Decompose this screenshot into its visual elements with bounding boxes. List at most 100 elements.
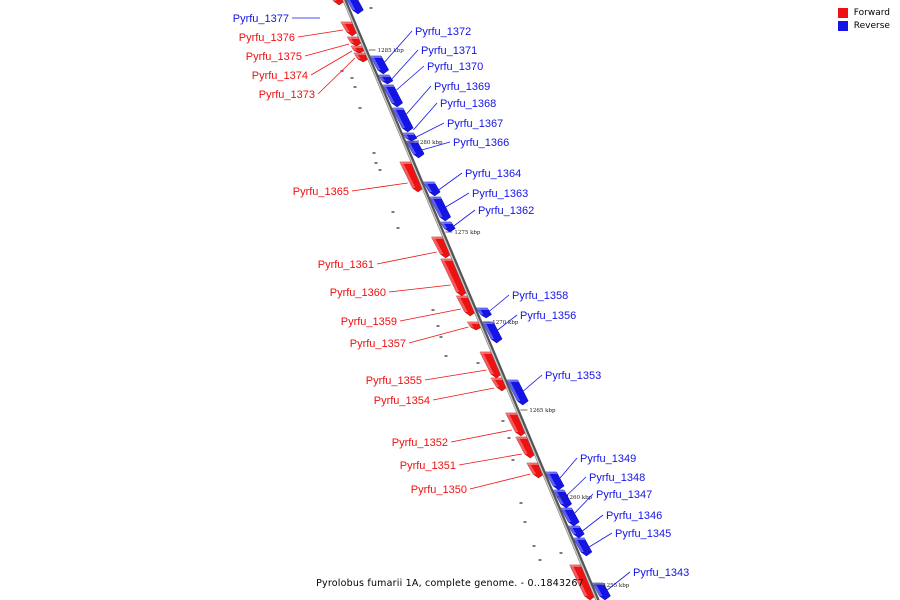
gene-label-reverse[interactable]: Pyrfu_1364 [438, 168, 522, 191]
gene-block-reverse [475, 307, 492, 319]
gene-block-reverse [346, 0, 364, 15]
gene-block-reverse [567, 525, 585, 539]
gene-label-forward[interactable]: Pyrfu_1374 [252, 50, 353, 82]
gene-label-reverse[interactable]: Pyrfu_1346 [582, 510, 662, 532]
svg-text:Pyrfu_1366: Pyrfu_1366 [453, 137, 509, 149]
gene-label-forward[interactable]: Pyrfu_1354 [374, 387, 495, 407]
svg-text:Pyrfu_1364: Pyrfu_1364 [465, 168, 521, 180]
svg-text:Pyrfu_1367: Pyrfu_1367 [447, 118, 503, 130]
gene-block-reverse [381, 84, 403, 108]
gene-label-reverse[interactable]: Pyrfu_1343 [607, 567, 689, 591]
gene-block-forward [466, 321, 483, 331]
svg-text:Pyrfu_1343: Pyrfu_1343 [633, 567, 689, 579]
svg-text:Pyrfu_1369: Pyrfu_1369 [434, 81, 490, 93]
gene-label-forward[interactable]: Pyrfu_1355 [366, 369, 487, 387]
gene-label-reverse[interactable]: Pyrfu_1356 [497, 310, 577, 331]
gene-block-reverse [377, 74, 394, 85]
gene-label-reverse[interactable]: Pyrfu_1358 [489, 290, 569, 312]
scale-tick-label: 1270 kbp [492, 320, 519, 326]
gene-block-reverse [402, 132, 418, 142]
gene-block-reverse [429, 196, 452, 222]
gene-label-forward[interactable]: Pyrfu_1373 [259, 57, 356, 101]
gene-label-reverse[interactable]: Pyrfu_1347 [574, 489, 652, 514]
svg-text:Pyrfu_1352: Pyrfu_1352 [392, 437, 448, 449]
scale-tick-label: 1285 kbp [378, 48, 405, 54]
gene-label-reverse[interactable]: Pyrfu_1348 [566, 472, 645, 496]
gene-block-forward [505, 412, 527, 437]
legend-reverse-label: Reverse [853, 21, 890, 31]
legend: Forward Reverse [837, 8, 890, 34]
tick-marks-layer [340, 7, 579, 581]
gene-block-forward [431, 236, 452, 259]
gene-label-forward[interactable]: Pyrfu_1350 [411, 473, 531, 496]
gene-label-reverse[interactable]: Pyrfu_1368 [413, 98, 496, 131]
gene-label-reverse[interactable]: Pyrfu_1349 [559, 453, 636, 479]
gene-label-reverse[interactable]: Pyrfu_1345 [588, 528, 671, 548]
svg-text:Pyrfu_1370: Pyrfu_1370 [427, 61, 483, 73]
gene-label-forward[interactable]: Pyrfu_1352 [392, 429, 512, 449]
gene-label-forward[interactable]: Pyrfu_1360 [330, 284, 451, 299]
gene-block-forward [440, 258, 468, 297]
svg-text:Pyrfu_1354: Pyrfu_1354 [374, 395, 430, 407]
scale-tick-label: 1275 kbp [454, 230, 481, 236]
gene-block-forward [346, 36, 363, 47]
svg-text:Pyrfu_1345: Pyrfu_1345 [615, 528, 671, 540]
gene-block-reverse [591, 582, 611, 600]
svg-text:Pyrfu_1348: Pyrfu_1348 [589, 472, 645, 484]
gene-label-reverse[interactable]: Pyrfu_1370 [396, 61, 483, 91]
gene-labels-layer: Pyrfu_1376 Pyrfu_1375 Pyrfu_1374 Pyrfu_1373… [233, 13, 689, 591]
svg-text:Pyrfu_1357: Pyrfu_1357 [350, 338, 406, 350]
svg-text:Pyrfu_1350: Pyrfu_1350 [411, 484, 467, 496]
gene-label-forward[interactable]: Pyrfu_1376 [239, 29, 344, 44]
gene-label-forward[interactable]: Pyrfu_1375 [246, 43, 350, 63]
svg-text:Pyrfu_1353: Pyrfu_1353 [545, 370, 601, 382]
gene-label-reverse[interactable]: Pyrfu_1353 [523, 370, 601, 392]
gene-label-forward[interactable]: Pyrfu_1361 [318, 251, 437, 271]
gene-label-reverse[interactable]: Pyrfu_1372 [384, 26, 472, 63]
gene-block-reverse [506, 379, 529, 406]
gene-block-forward [526, 462, 545, 479]
svg-text:Pyrfu_1359: Pyrfu_1359 [341, 316, 397, 328]
svg-text:Pyrfu_1360: Pyrfu_1360 [330, 287, 386, 299]
reverse-genes-layer [346, 0, 611, 600]
svg-text:Pyrfu_1376: Pyrfu_1376 [239, 32, 295, 44]
svg-text:Pyrfu_1351: Pyrfu_1351 [400, 460, 456, 472]
gene-label-forward[interactable]: Pyrfu_1359 [341, 308, 461, 328]
gene-label-reverse[interactable]: Pyrfu_1362 [453, 205, 534, 227]
gene-label-forward[interactable]: Pyrfu_1351 [400, 453, 522, 472]
gene-block-forward [332, 0, 345, 6]
gene-label-reverse[interactable]: Pyrfu_1377 [233, 13, 320, 25]
svg-text:Pyrfu_1377: Pyrfu_1377 [233, 13, 289, 25]
legend-reverse: Reverse [837, 21, 890, 31]
gene-block-reverse [560, 507, 580, 527]
svg-text:Pyrfu_1373: Pyrfu_1373 [259, 89, 315, 101]
svg-text:Pyrfu_1374: Pyrfu_1374 [252, 70, 308, 82]
gene-label-reverse[interactable]: Pyrfu_1363 [445, 188, 528, 208]
gene-label-forward[interactable]: Pyrfu_1357 [350, 326, 469, 350]
gene-block-reverse [439, 221, 456, 233]
gene-block-reverse [405, 140, 425, 159]
gene-block-reverse [369, 55, 390, 75]
svg-text:Pyrfu_1355: Pyrfu_1355 [366, 375, 422, 387]
scale-tick-label: 1255 kbp [603, 583, 630, 589]
gene-label-reverse[interactable]: Pyrfu_1369 [406, 81, 491, 115]
gene-label-forward[interactable]: Pyrfu_1365 [293, 182, 408, 198]
svg-text:Pyrfu_1372: Pyrfu_1372 [415, 26, 471, 38]
gene-block-forward [455, 295, 477, 317]
svg-text:Pyrfu_1347: Pyrfu_1347 [596, 489, 652, 501]
gene-block-forward [569, 564, 596, 600]
scale-tick-label: 1260 kbp [566, 495, 593, 501]
gene-block-forward [515, 436, 536, 459]
svg-text:Pyrfu_1368: Pyrfu_1368 [440, 98, 496, 110]
gene-label-reverse[interactable]: Pyrfu_1371 [391, 45, 477, 80]
svg-text:Pyrfu_1346: Pyrfu_1346 [606, 510, 662, 522]
gene-block-reverse [481, 321, 503, 344]
gene-label-reverse[interactable]: Pyrfu_1367 [416, 118, 503, 138]
reverse-swatch [837, 21, 848, 31]
scale-labels-layer: 1285 kbp 1280 kbp 1275 kbp 1270 kbp 1265 kbp… [368, 48, 630, 589]
scale-tick-label: 1280 kbp [416, 140, 443, 146]
gene-label-reverse[interactable]: Pyrfu_1366 [421, 137, 510, 151]
legend-forward: Forward [837, 8, 890, 18]
scale-tick-label: 1265 kbp [529, 408, 556, 414]
